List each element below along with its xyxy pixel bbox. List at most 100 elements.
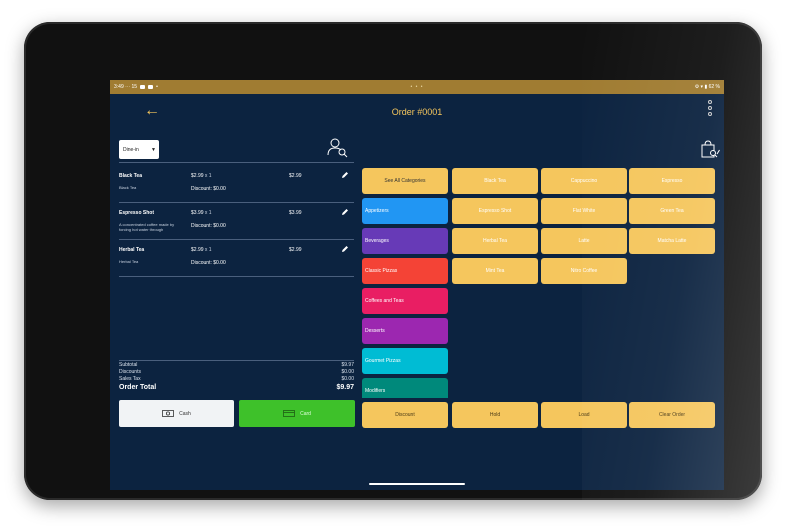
item-name: Herbal Tea	[119, 247, 145, 253]
item-description: Black Tea	[119, 185, 137, 190]
see-all-categories-button[interactable]: See All Categories	[362, 168, 448, 194]
sales-tax-label: Sales Tax	[119, 376, 141, 382]
order-type-select[interactable]: Dine-in ▼	[119, 140, 159, 159]
product-tile[interactable]: Herbal Tea	[452, 228, 538, 254]
category-tile-coffees-and-teas[interactable]: Coffees and Teas	[362, 288, 448, 314]
home-indicator[interactable]	[369, 483, 465, 485]
tile-label: Black Tea	[484, 178, 506, 184]
order-item-row[interactable]: Herbal Tea Herbal Tea $2.99 x 1 Discount…	[119, 240, 354, 277]
customer-search-icon[interactable]	[326, 136, 348, 158]
category-list[interactable]: Appetizers Beverages Classic Pizzas Coff…	[362, 196, 452, 398]
notification-icon	[140, 85, 146, 89]
order-total-value: $9.97	[336, 384, 354, 391]
item-discount: Discount: $0.00	[191, 260, 226, 266]
status-center: • • •	[410, 84, 424, 90]
tile-label: Latte	[578, 238, 590, 244]
tile-label: Herbal Tea	[482, 238, 508, 244]
action-label: Discount	[395, 412, 415, 418]
sales-tax-value: $0.00	[341, 376, 354, 382]
subtotal-label: Subtotal	[119, 362, 138, 368]
tile-label: Matcha Latte	[657, 238, 687, 244]
tile-label: Appetizers	[365, 208, 389, 214]
item-qty: x 1	[204, 173, 212, 179]
item-total: $2.99	[289, 247, 302, 253]
product-tile[interactable]: Nitro Coffee	[541, 258, 627, 284]
clear-order-button[interactable]: Clear Order	[629, 402, 715, 428]
dot-icon: •	[156, 84, 158, 90]
load-button[interactable]: Load	[541, 402, 627, 428]
divider	[119, 162, 354, 163]
edit-pencil-icon[interactable]	[341, 171, 349, 179]
tile-label: Beverages	[365, 238, 389, 244]
item-discount: Discount: $0.00	[191, 186, 226, 192]
item-unit-price: $3.99	[191, 210, 204, 216]
category-tile-beverages[interactable]: Beverages	[362, 228, 448, 254]
page-title: Order #0001	[391, 107, 443, 117]
category-tile-modifiers[interactable]: Modifiers	[362, 378, 448, 398]
item-qty: x 1	[204, 247, 212, 253]
edit-pencil-icon[interactable]	[341, 208, 349, 216]
edit-pencil-icon[interactable]	[341, 245, 349, 253]
product-tile[interactable]: Espresso Shot	[452, 198, 538, 224]
item-price: $3.99 x 1	[191, 210, 212, 216]
tile-label: Cappuccino	[570, 178, 598, 184]
item-total: $2.99	[289, 173, 302, 179]
product-tile[interactable]: Mint Tea	[452, 258, 538, 284]
order-items-list: Black Tea Black Tea $2.99 x 1 Discount: …	[119, 166, 354, 277]
status-time: 3:49 ⋯ 15	[114, 84, 138, 90]
bag-search-icon[interactable]	[698, 138, 720, 160]
item-qty: x 1	[204, 210, 212, 216]
item-price: $2.99 x 1	[191, 173, 212, 179]
product-tile[interactable]: Espresso	[629, 168, 715, 194]
discounts-label: Discounts	[119, 369, 141, 375]
product-tile[interactable]: Black Tea	[452, 168, 538, 194]
product-tile[interactable]: Flat White	[541, 198, 627, 224]
app-bar: ← Order #0001	[110, 94, 724, 132]
status-bar: 3:49 ⋯ 15 • • • • ⚙ ▾ ▮ 62 %	[110, 80, 724, 94]
more-menu-icon[interactable]	[708, 100, 712, 116]
tile-label: Nitro Coffee	[570, 268, 598, 274]
notification-icon	[148, 85, 154, 89]
card-button[interactable]: Card	[239, 400, 355, 427]
cash-label: Cash	[179, 410, 191, 417]
card-label: Card	[300, 410, 311, 417]
back-arrow-icon[interactable]: ←	[144, 102, 160, 119]
order-item-row[interactable]: Black Tea Black Tea $2.99 x 1 Discount: …	[119, 166, 354, 203]
tile-label: Desserts	[365, 328, 385, 334]
item-discount: Discount: $0.00	[191, 223, 226, 229]
caret-down-icon: ▼	[151, 146, 156, 153]
product-tile[interactable]: Green Tea	[629, 198, 715, 224]
hold-button[interactable]: Hold	[452, 402, 538, 428]
order-item-row[interactable]: Espresso Shot A concentrated coffee made…	[119, 203, 354, 240]
order-type-value: Dine-in	[123, 146, 139, 153]
subtotal-value: $9.97	[341, 362, 354, 368]
tile-label: Gourmet Pizzas	[365, 358, 401, 364]
category-tile-appetizers[interactable]: Appetizers	[362, 198, 448, 224]
tile-label: See All Categories	[384, 178, 426, 184]
action-label: Clear Order	[658, 412, 686, 418]
status-right: ⚙ ▾ ▮ 62 %	[694, 84, 720, 90]
discount-button[interactable]: Discount	[362, 402, 448, 428]
item-description: Herbal Tea	[119, 259, 139, 264]
category-tile-classic-pizzas[interactable]: Classic Pizzas	[362, 258, 448, 284]
sales-tax-row: Sales Tax $0.00	[119, 376, 354, 383]
tile-label: Espresso	[661, 178, 683, 184]
product-tile[interactable]: Cappuccino	[541, 168, 627, 194]
item-total: $3.99	[289, 210, 302, 216]
divider	[119, 360, 354, 361]
category-tile-desserts[interactable]: Desserts	[362, 318, 448, 344]
category-tile-gourmet-pizzas[interactable]: Gourmet Pizzas	[362, 348, 448, 374]
action-label: Load	[578, 412, 590, 418]
tile-label: Coffees and Teas	[365, 298, 404, 304]
discounts-value: $0.00	[341, 369, 354, 375]
product-tile[interactable]: Matcha Latte	[629, 228, 715, 254]
tile-label: Espresso Shot	[478, 208, 512, 214]
tile-label: Mint Tea	[485, 268, 505, 274]
item-name: Espresso Shot	[119, 210, 155, 216]
product-tile[interactable]: Latte	[541, 228, 627, 254]
tile-label: Flat White	[572, 208, 596, 214]
order-total-row: Order Total $9.97	[119, 384, 354, 394]
cash-button[interactable]: Cash	[119, 400, 234, 427]
order-total-label: Order Total	[119, 384, 157, 391]
order-totals: Subtotal $9.97 Discounts $0.00 Sales Tax…	[119, 362, 354, 394]
